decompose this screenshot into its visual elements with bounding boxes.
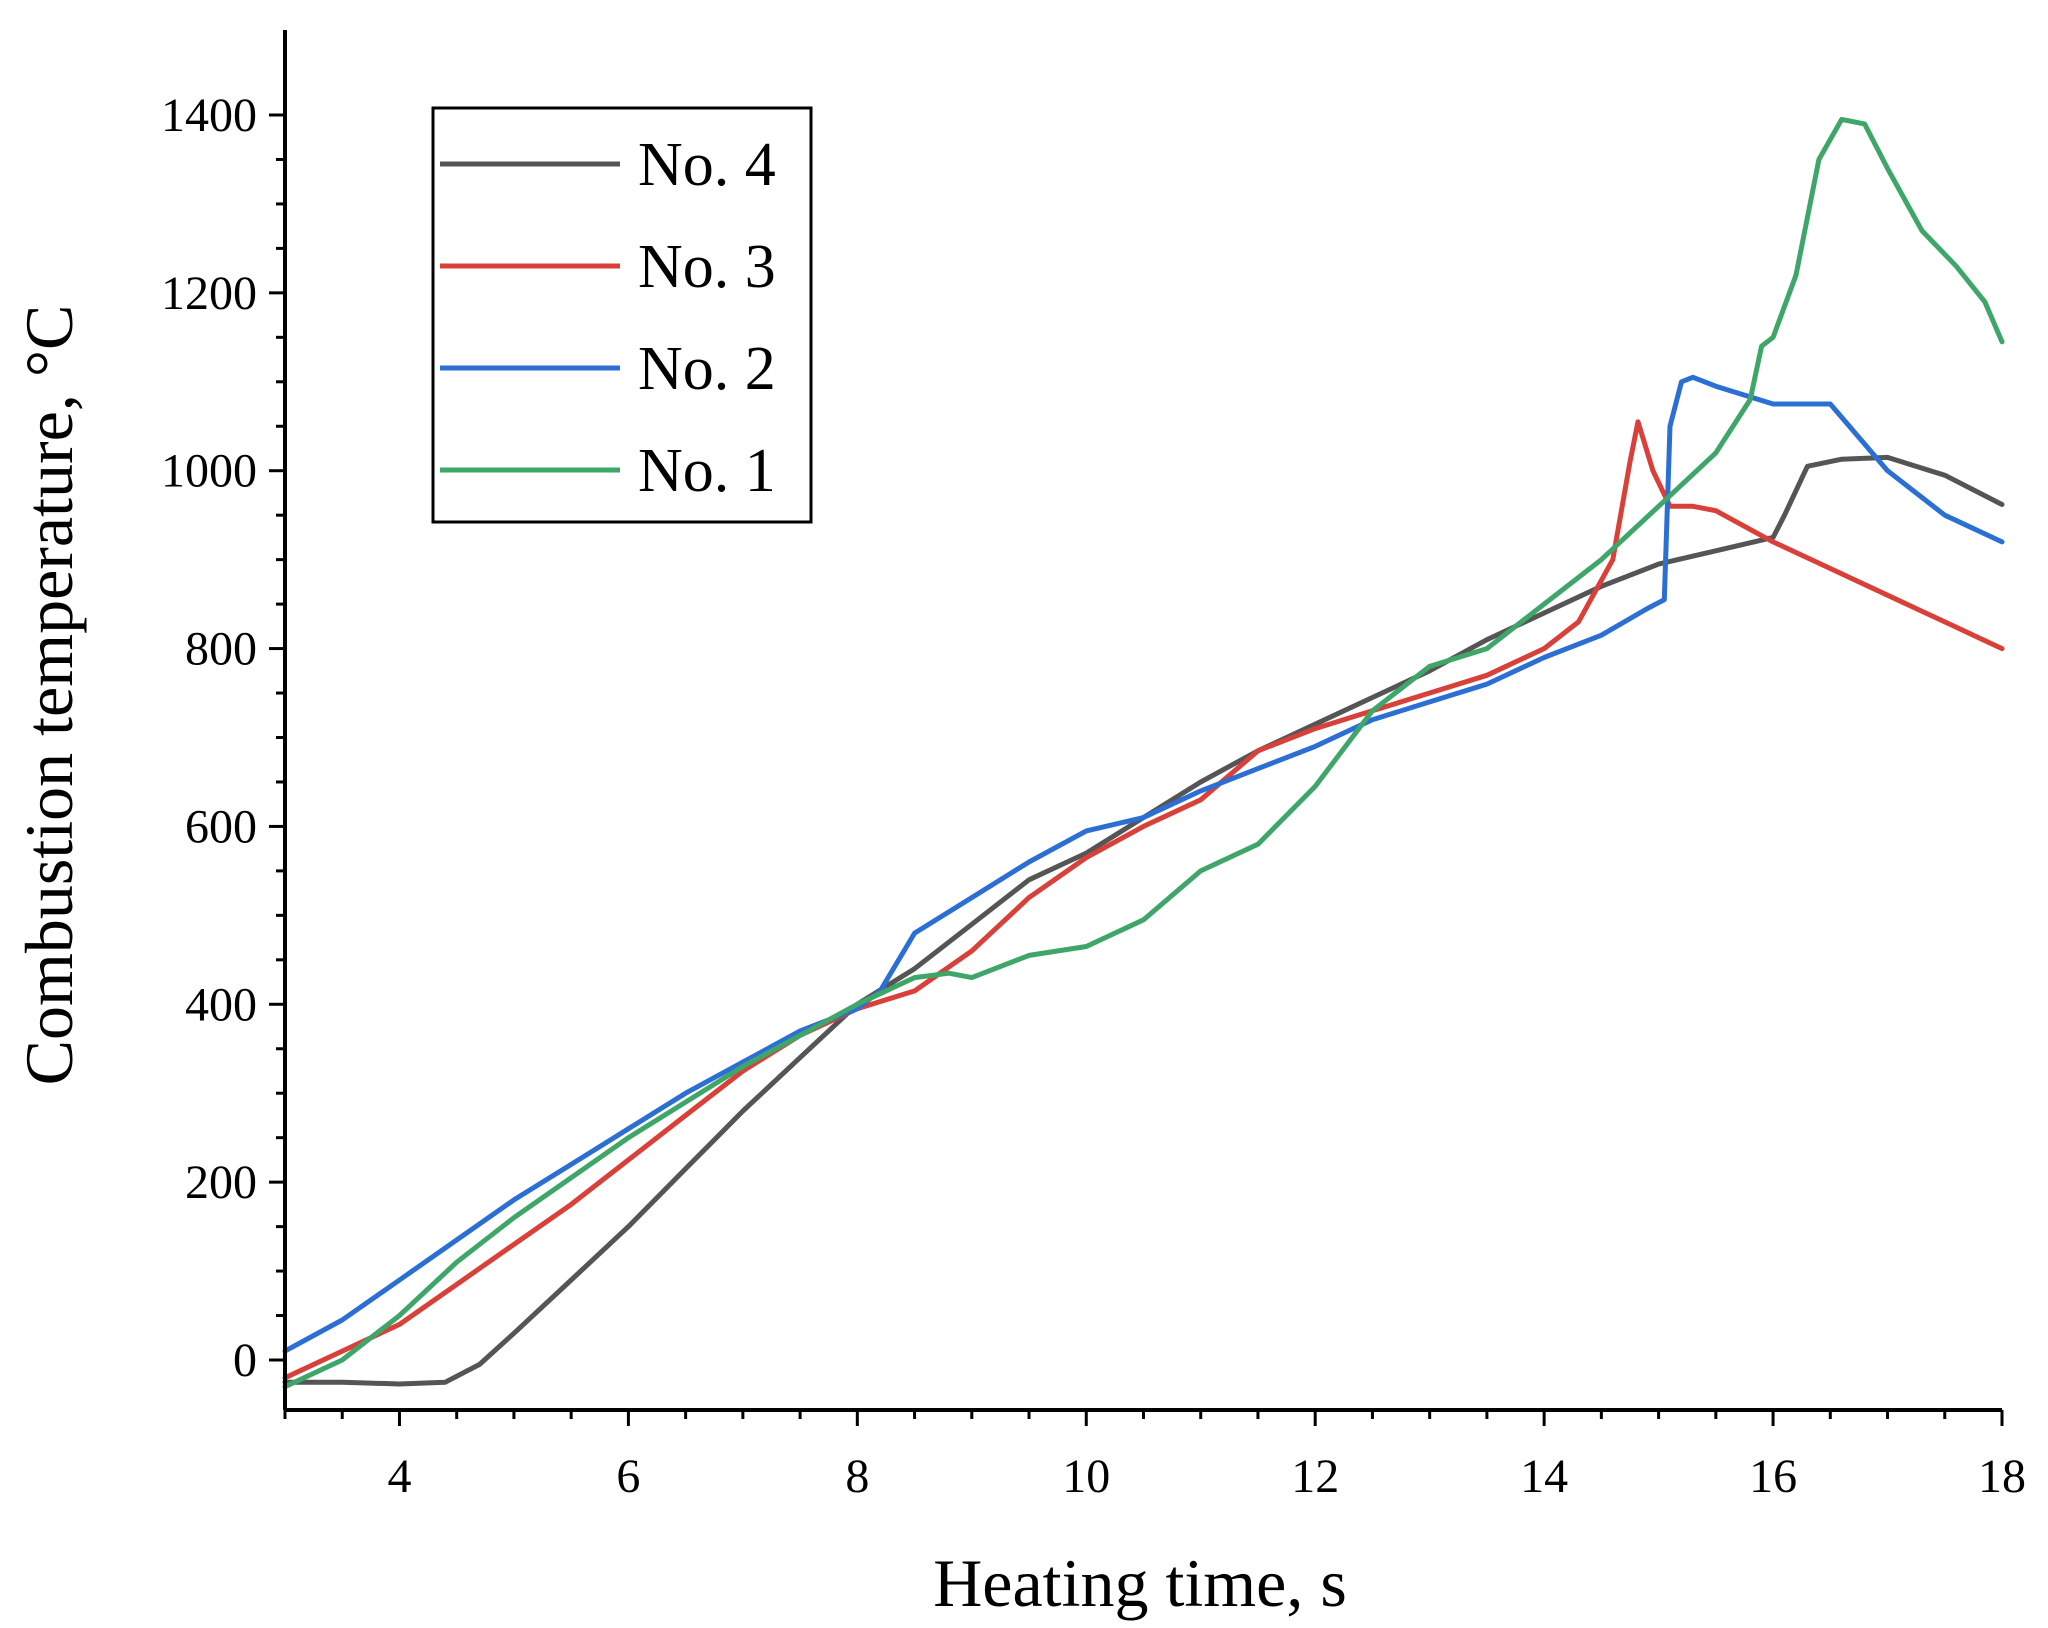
series-line-no-4 — [282, 454, 2005, 1387]
legend-label-no-2: No. 2 — [638, 335, 776, 403]
series-line-no-1 — [282, 116, 2005, 1390]
legend-label-no-4: No. 4 — [638, 131, 776, 199]
y-tick-label: 200 — [185, 1156, 257, 1209]
y-tick-label: 1000 — [161, 445, 257, 498]
y-tick-label: 0 — [233, 1334, 257, 1387]
series-line-no-3 — [282, 419, 2005, 1381]
x-tick-label: 6 — [616, 1450, 640, 1503]
x-tick-label: 14 — [1520, 1450, 1568, 1503]
legend: No. 4 No. 3 No. 2 No. 1 — [431, 106, 813, 524]
y-tick-label: 800 — [185, 623, 257, 676]
x-tick-label: 12 — [1291, 1450, 1339, 1503]
plot-lines — [282, 116, 2005, 1390]
x-axis-ticks: 4 6 8 10 12 14 16 18 — [283, 1410, 2026, 1503]
x-tick-label: 4 — [387, 1450, 411, 1503]
series-line-no-2 — [282, 374, 2005, 1354]
x-tick-label: 18 — [1978, 1450, 2026, 1503]
x-axis-title: Heating time, s — [933, 1545, 1347, 1621]
y-axis-ticks: 0 200 400 600 800 1000 1200 1400 — [161, 89, 285, 1387]
x-tick-label: 10 — [1062, 1450, 1110, 1503]
legend-label-no-1: No. 1 — [638, 437, 776, 505]
y-axis-title: Combustion temperature, °C — [11, 305, 87, 1086]
y-tick-label: 600 — [185, 800, 257, 853]
y-tick-label: 400 — [185, 978, 257, 1031]
x-tick-label: 16 — [1749, 1450, 1797, 1503]
y-tick-label: 1200 — [161, 267, 257, 320]
legend-label-no-3: No. 3 — [638, 233, 776, 301]
legend-box — [431, 106, 813, 524]
x-tick-label: 8 — [845, 1450, 869, 1503]
y-tick-label: 1400 — [161, 89, 257, 142]
